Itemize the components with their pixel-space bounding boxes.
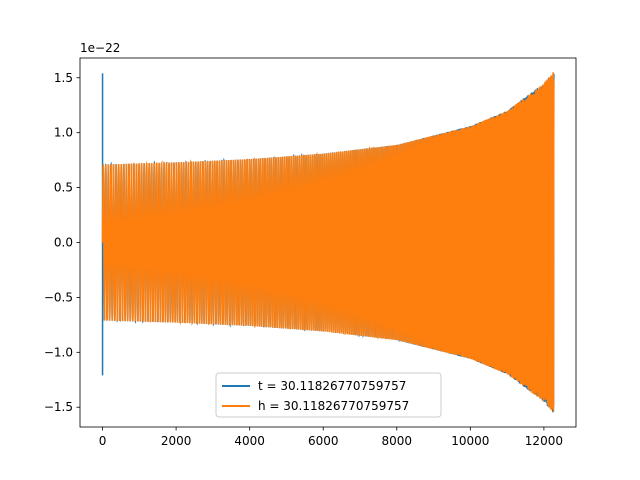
legend-label: h = 30.11826770759757 <box>258 399 409 413</box>
series-layer <box>101 72 555 413</box>
y-tick-label: 1.0 <box>54 126 73 140</box>
x-tick-label: 12000 <box>525 434 563 448</box>
x-tick-label: 6000 <box>308 434 339 448</box>
x-tick-label: 0 <box>99 434 107 448</box>
y-tick-label: 0.0 <box>54 236 73 250</box>
y-tick-label: −1.0 <box>44 345 73 359</box>
y-tick-label: −1.5 <box>44 400 73 414</box>
y-axis: −1.5 −1.0 −0.5 0.0 0.5 1.0 1.5 <box>44 71 80 414</box>
series-line-2 <box>101 72 555 413</box>
x-tick-label: 2000 <box>161 434 192 448</box>
y-tick-label: 1.5 <box>54 71 73 85</box>
legend-box <box>215 372 442 418</box>
x-tick-label: 8000 <box>382 434 413 448</box>
x-tick-label: 4000 <box>234 434 265 448</box>
x-tick-label: 10000 <box>451 434 489 448</box>
legend: t = 30.11826770759757 h = 30.118267707597… <box>215 372 442 418</box>
legend-label: t = 30.11826770759757 <box>258 379 406 393</box>
x-axis: 0 2000 4000 6000 8000 10000 12000 <box>99 427 563 448</box>
y-tick-label: −0.5 <box>44 290 73 304</box>
y-tick-label: 0.5 <box>54 181 73 195</box>
y-offset-label: 1e−22 <box>80 41 120 55</box>
